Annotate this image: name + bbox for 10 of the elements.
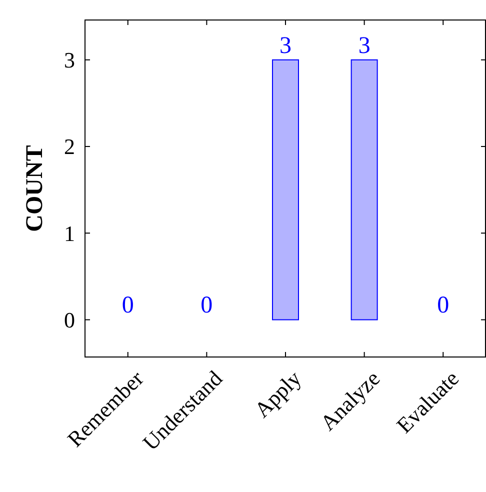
data-label: 0: [437, 292, 450, 319]
y-tick-label: 3: [64, 48, 75, 73]
y-tick-label: 1: [64, 220, 75, 246]
data-label: 3: [280, 32, 292, 59]
y-tick-label: 0: [64, 307, 75, 332]
data-label: 3: [358, 32, 370, 59]
data-label: 0: [200, 292, 213, 319]
y-axis-title: COUNT: [22, 145, 48, 232]
y-tick-label: 2: [64, 134, 75, 160]
data-label: 0: [122, 292, 134, 319]
